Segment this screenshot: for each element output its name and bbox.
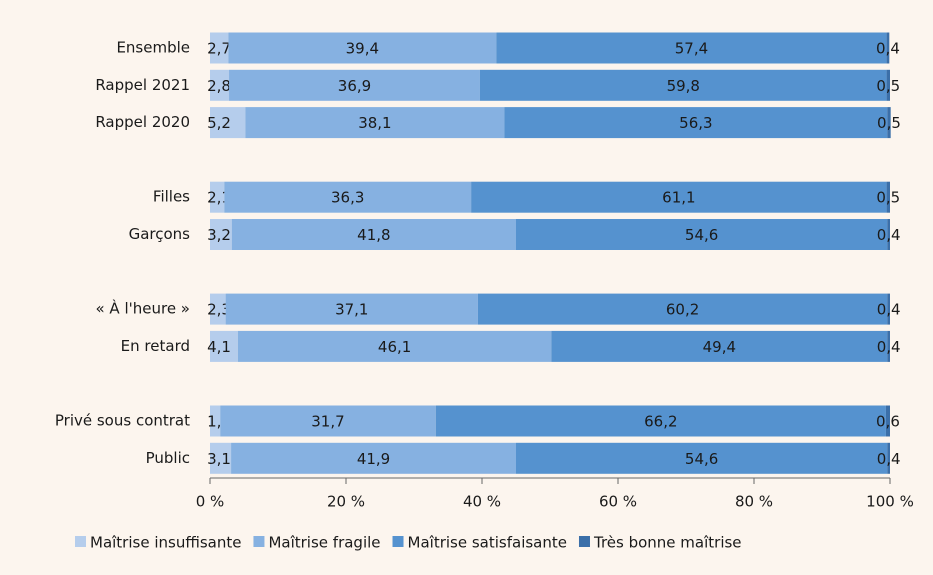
- data-label: 36,3: [331, 189, 364, 207]
- data-label: 31,7: [311, 413, 344, 431]
- y-tick-label: Rappel 2020: [95, 113, 190, 131]
- data-label: 37,1: [335, 301, 368, 319]
- x-tick-label: 60 %: [599, 493, 637, 511]
- data-label: 0,4: [876, 40, 900, 58]
- bar-segment: [551, 330, 888, 362]
- bar-segment: [887, 219, 890, 250]
- data-label: 2,8: [207, 77, 231, 95]
- data-label: 39,4: [346, 40, 379, 58]
- data-label: 41,8: [357, 226, 390, 244]
- data-label: 36,9: [338, 77, 371, 95]
- data-label: 0,4: [877, 450, 901, 468]
- bar-segment: [516, 219, 888, 250]
- bar-segment: [210, 32, 229, 64]
- data-label: 57,4: [675, 40, 708, 58]
- bar-segment: [210, 69, 230, 101]
- bar-segment: [887, 107, 891, 139]
- bar-segment: [887, 330, 890, 362]
- data-label: 60,2: [666, 301, 699, 319]
- x-tick-label: 40 %: [463, 493, 501, 511]
- bar-segment: [471, 181, 887, 213]
- legend-label: Très bonne maîtrise: [593, 534, 742, 552]
- y-tick-label: Rappel 2021: [95, 76, 190, 94]
- bar-segment: [886, 69, 890, 101]
- bar-segment: [210, 181, 225, 213]
- bar-segment: [231, 442, 516, 474]
- data-label: 3,1: [207, 450, 231, 468]
- bar-segment: [477, 293, 888, 325]
- legend-swatch: [253, 536, 265, 547]
- x-tick-label: 100 %: [866, 493, 914, 511]
- data-label: 61,1: [662, 189, 695, 207]
- bar-segment: [245, 107, 505, 139]
- data-label: 0,6: [876, 413, 900, 431]
- data-label: 0,5: [877, 114, 901, 132]
- bar-segment: [210, 107, 246, 139]
- bar-segment: [210, 219, 232, 250]
- data-label: 0,4: [877, 338, 901, 356]
- bar-segment: [887, 293, 890, 325]
- bar-segment: [887, 442, 890, 474]
- data-label: 46,1: [378, 338, 411, 356]
- data-label: 4,1: [207, 338, 231, 356]
- bar-segment: [210, 293, 226, 325]
- data-label: 66,2: [644, 413, 677, 431]
- x-tick-label: 20 %: [327, 493, 365, 511]
- y-tick-label: Garçons: [129, 225, 191, 243]
- bar-segment: [229, 69, 480, 101]
- data-label: 38,1: [358, 114, 391, 132]
- bar-segment: [210, 330, 238, 362]
- bar-segment: [231, 219, 516, 250]
- data-label: 0,5: [876, 189, 900, 207]
- bar-segment: [516, 442, 888, 474]
- data-label: 2,3: [207, 301, 231, 319]
- data-label: 49,4: [703, 338, 736, 356]
- bar-segment: [885, 405, 890, 437]
- x-tick-label: 0 %: [196, 493, 225, 511]
- data-label: 5,2: [207, 114, 231, 132]
- bar-segment: [504, 107, 888, 139]
- y-tick-label: Privé sous contrat: [55, 412, 190, 430]
- data-label: 54,6: [685, 226, 718, 244]
- bar-segment: [886, 181, 890, 213]
- data-label: 56,3: [679, 114, 712, 132]
- data-label: 0,4: [877, 226, 901, 244]
- legend-label: Maîtrise satisfaisante: [408, 534, 567, 552]
- bar-segment: [210, 405, 221, 437]
- data-label: 3,2: [207, 226, 231, 244]
- legend-label: Maîtrise insuffisante: [90, 534, 241, 552]
- y-tick-label: « À l'heure »: [95, 299, 190, 318]
- y-tick-label: En retard: [121, 337, 190, 355]
- bar-segment: [479, 69, 887, 101]
- data-label: 59,8: [667, 77, 700, 95]
- legend-swatch: [75, 536, 86, 547]
- x-tick-label: 80 %: [735, 493, 773, 511]
- legend-label: Maîtrise fragile: [268, 534, 380, 552]
- y-tick-label: Filles: [153, 188, 190, 206]
- data-label: 2,7: [207, 40, 231, 58]
- legend-swatch: [578, 536, 590, 547]
- bar-segment: [496, 32, 887, 64]
- data-label: 41,9: [357, 450, 390, 468]
- bar-segment: [210, 442, 232, 474]
- legend-swatch: [392, 536, 404, 547]
- bar-segment: [228, 32, 497, 64]
- data-label: 0,5: [876, 77, 900, 95]
- bar-segment: [435, 405, 886, 437]
- data-label: 0,4: [877, 301, 901, 319]
- bar-segment: [220, 405, 436, 437]
- bar-segment: [224, 181, 472, 213]
- bar-segment: [237, 330, 552, 362]
- y-tick-label: Ensemble: [116, 39, 190, 57]
- data-label: 54,6: [685, 450, 718, 468]
- bar-segment: [886, 32, 890, 64]
- bar-segment: [225, 293, 478, 325]
- y-tick-label: Public: [146, 449, 190, 467]
